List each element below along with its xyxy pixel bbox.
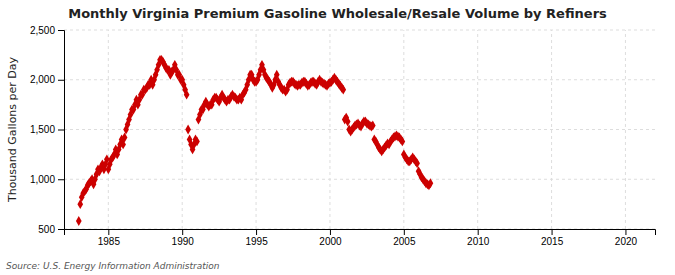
x-tick: 2005 <box>393 229 416 247</box>
grid-line-x <box>182 30 183 229</box>
x-tick: 2020 <box>615 229 638 247</box>
title: Monthly Virginia Premium Gasoline Wholes… <box>68 6 607 21</box>
point <box>122 133 128 143</box>
y-tick: 1,500 <box>30 124 64 135</box>
y-tick-mark <box>58 179 64 180</box>
x-tick-mark <box>478 229 479 235</box>
x-axis: 1985 1990 1995 2000 2005 2010 2015 2020 <box>65 229 656 247</box>
x-tick-label: 1995 <box>245 236 268 247</box>
x-tick-mark <box>108 229 109 235</box>
y-tick-mark <box>58 130 64 131</box>
point <box>76 216 82 226</box>
y-tick-label: 2,000 <box>30 74 55 85</box>
y-tick: 2,000 <box>30 74 64 85</box>
x-tick-mark <box>256 229 257 235</box>
x-tick: 2010 <box>467 229 490 247</box>
y-tick-label: 500 <box>38 224 55 235</box>
x-axis-line <box>65 230 656 236</box>
x-tick-label: 2005 <box>393 236 416 247</box>
y-tick-label: 1,500 <box>30 124 55 135</box>
chart: 1985 1990 1995 2000 2005 2010 2015 2020 500 1,000… <box>0 0 675 275</box>
x-tick-mark <box>330 229 331 235</box>
x-tick-label: 1985 <box>98 236 121 247</box>
point <box>414 158 420 168</box>
y-axis-title: Thousand Gallons per Day <box>6 56 19 203</box>
point <box>428 178 434 188</box>
grid <box>64 30 655 229</box>
grid-line-y <box>64 30 655 31</box>
x-tick: 1985 <box>98 229 121 247</box>
x-tick-mark <box>404 229 405 235</box>
x-tick-label: 2020 <box>615 236 638 247</box>
point <box>370 121 376 131</box>
y-tick: 500 <box>38 224 64 235</box>
y-tick-label: 2,500 <box>30 25 55 36</box>
point <box>340 85 346 95</box>
points <box>76 55 433 226</box>
x-tick-mark <box>625 229 626 235</box>
y-tick-mark <box>58 229 64 230</box>
point <box>194 137 200 147</box>
point <box>185 125 191 135</box>
x-tick-label: 2000 <box>319 236 342 247</box>
x-tick: 2015 <box>541 229 564 247</box>
x-tick-mark <box>182 229 183 235</box>
annotation: Source: U.S. Energy Information Administ… <box>6 261 220 271</box>
x-tick-label: 2015 <box>541 236 564 247</box>
y-tick: 1,000 <box>30 174 64 185</box>
grid-line-x <box>625 30 626 229</box>
y-axis-line <box>58 31 65 230</box>
x-tick-label: 1990 <box>172 236 195 247</box>
point <box>400 137 406 147</box>
x-tick: 2000 <box>319 229 342 247</box>
y-tick-mark <box>58 80 64 81</box>
grid-line-y <box>64 179 655 180</box>
grid-line-x <box>403 30 404 229</box>
point <box>345 117 351 127</box>
x-tick: 1990 <box>172 229 195 247</box>
x-tick-mark <box>552 229 553 235</box>
y-tick-label: 1,000 <box>30 174 55 185</box>
point <box>184 90 190 100</box>
y-axis: 500 1,000 1,500 2,000 2,500 <box>30 25 65 235</box>
y-tick: 2,500 <box>30 25 64 36</box>
x-tick: 1995 <box>245 229 268 247</box>
x-tick-label: 2010 <box>467 236 490 247</box>
y-tick-mark <box>58 30 64 31</box>
